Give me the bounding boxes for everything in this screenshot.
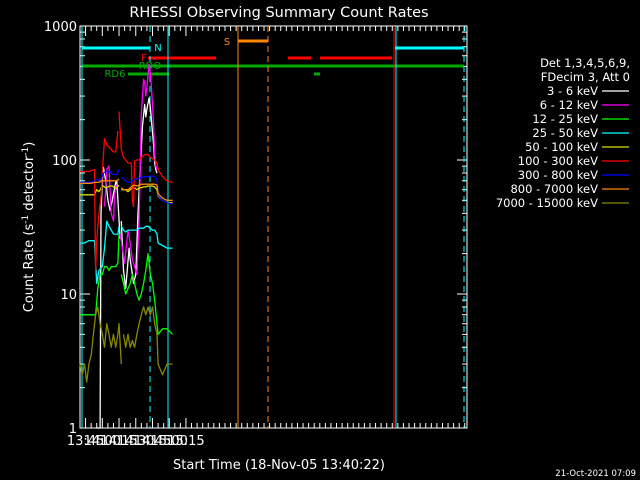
- legend: Det 1,3,4,5,6,9, FDecim 3, Att 0 3 - 6 k…: [496, 56, 630, 210]
- legend-label-6: 300 - 800 keV: [518, 168, 598, 182]
- x-tick-label: 15:15: [167, 434, 204, 449]
- series-line-2-seg-1: [120, 253, 174, 335]
- axis-ticks: 1 10 100 1000 13:4514:0014:1514:3014:4515:00…: [44, 20, 467, 449]
- legend-label-8: 7000 - 15000 keV: [496, 196, 598, 210]
- flag-label-n: N: [154, 43, 161, 54]
- legend-label-7: 800 - 7000 keV: [510, 182, 598, 196]
- series-line-0-seg-1: [120, 97, 158, 290]
- legend-label-4: 50 - 100 keV: [525, 140, 598, 154]
- flag-label-s: S: [224, 37, 230, 48]
- series-line-5-seg-0: [80, 130, 119, 272]
- flag-bar-rdo: [82, 64, 464, 68]
- y-tick-label: 10: [60, 288, 77, 303]
- y-axis-label: Count Rate (s-1 detector-1): [21, 142, 37, 313]
- series-line-8-seg-1: [122, 306, 173, 376]
- series-line-7-seg-1: [120, 183, 173, 201]
- x-tick-label: 14:00: [84, 434, 121, 449]
- flag-bar-f: [148, 56, 216, 60]
- flag-label-rdo: RDO: [139, 61, 162, 72]
- series-line-7-seg-0: [80, 178, 120, 184]
- flag-bar-f: [288, 56, 311, 60]
- series-line-1-seg-0: [103, 165, 118, 222]
- legend-label-2: 12 - 25 keV: [532, 112, 598, 126]
- y-tick-label: 1: [69, 422, 77, 437]
- flag-bar-n: [82, 46, 150, 50]
- flag-bar-rd6: [314, 72, 320, 76]
- chart-title: RHESSI Observing Summary Count Rates: [129, 5, 428, 21]
- legend-header-line-1: Det 1,3,4,5,6,9,: [540, 56, 630, 70]
- x-axis-label: Start Time (18-Nov-05 13:40:22): [173, 458, 385, 473]
- series-line-5-seg-1: [118, 111, 173, 208]
- legend-header-line-2: FDecim 3, Att 0: [541, 70, 630, 84]
- y-tick-label: 100: [52, 154, 77, 169]
- series-lines: [79, 63, 174, 429]
- flag-bar-f: [320, 56, 392, 60]
- legend-label-1: 6 - 12 keV: [540, 98, 598, 112]
- timestamp: 21-Oct-2021 07:09: [555, 469, 636, 479]
- flag-bar-s: [238, 39, 268, 43]
- legend-label-5: 100 - 300 keV: [518, 154, 598, 168]
- plot-border: [79, 25, 468, 429]
- series-line-2-seg-0: [80, 234, 120, 316]
- y-tick-label: 1000: [44, 20, 77, 35]
- flag-label-rd6: RD6: [104, 69, 125, 80]
- legend-label-3: 25 - 50 keV: [532, 126, 598, 140]
- x-tick-label: 15:00: [150, 434, 187, 449]
- series-line-1-seg-1: [119, 63, 158, 276]
- legend-label-0: 3 - 6 keV: [547, 84, 598, 98]
- x-tick-label: 14:45: [134, 434, 171, 449]
- x-tick-label: 14:30: [117, 434, 154, 449]
- series-line-0-seg-0: [96, 166, 121, 429]
- series-line-3-seg-1: [120, 225, 173, 249]
- x-tick-label: 14:15: [100, 434, 137, 449]
- plot-frame: [79, 25, 468, 429]
- series-line-4-seg-0: [80, 184, 120, 196]
- flag-bar-n: [395, 46, 464, 50]
- flag-label-f: F: [141, 53, 147, 64]
- series-line-3-seg-0: [80, 220, 120, 285]
- series-line-6-seg-0: [80, 169, 120, 184]
- series-line-8-seg-0: [79, 306, 122, 383]
- x-tick-label: 13:45: [67, 434, 104, 449]
